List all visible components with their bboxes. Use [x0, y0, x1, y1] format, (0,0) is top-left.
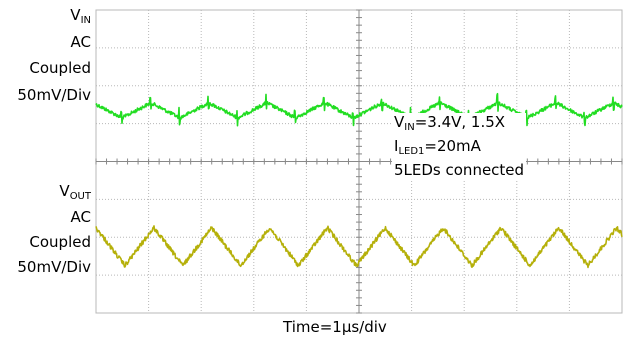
condition-annotation: VIN=3.4V, 1.5X ILED1=20mA 5LEDs connecte…	[392, 113, 527, 180]
x-axis-label: Time=1μs/div	[283, 318, 387, 336]
vout-ac-label: AC	[70, 208, 91, 226]
vin-scale-label: 50mV/Div	[17, 86, 91, 104]
vin-condition: VIN=3.4V, 1.5X	[394, 113, 506, 133]
vout-scale-label: 50mV/Div	[17, 258, 91, 276]
vout-coupled-label: Coupled	[29, 233, 91, 251]
vin-coupled-label: Coupled	[29, 59, 91, 77]
vin-label: VIN	[70, 6, 91, 26]
traces	[95, 92, 623, 269]
vin-trace	[95, 92, 623, 127]
grid	[95, 9, 623, 314]
led-count-condition: 5LEDs connected	[394, 161, 525, 179]
vout-label: VOUT	[59, 182, 91, 202]
vout-trace	[95, 225, 623, 269]
iled-condition: ILED1=20mA	[394, 137, 481, 157]
vin-ac-label: AC	[70, 33, 91, 51]
